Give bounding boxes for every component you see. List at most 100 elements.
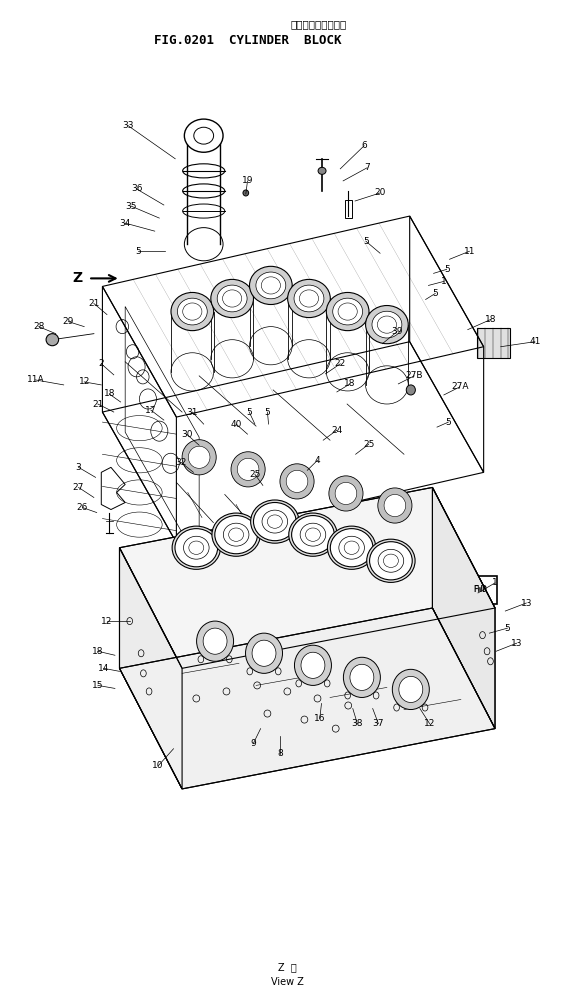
Ellipse shape [366,306,408,344]
Ellipse shape [378,487,412,523]
Polygon shape [119,548,182,789]
Ellipse shape [197,621,233,661]
Ellipse shape [203,628,227,654]
Ellipse shape [253,502,296,541]
Ellipse shape [175,529,217,567]
Ellipse shape [217,285,247,312]
Ellipse shape [215,516,257,554]
Text: 4: 4 [315,456,320,464]
Ellipse shape [343,657,380,697]
Ellipse shape [286,470,308,492]
Ellipse shape [178,298,207,325]
Ellipse shape [295,645,331,685]
Text: 22: 22 [335,360,346,368]
Text: FWD: FWD [473,586,487,594]
Ellipse shape [245,633,282,673]
Ellipse shape [327,526,376,569]
Text: 25: 25 [363,440,374,448]
Ellipse shape [231,452,265,486]
Text: 5: 5 [505,624,510,632]
Text: 18: 18 [485,316,496,324]
Ellipse shape [294,285,324,312]
Text: 40: 40 [230,420,242,428]
Text: 27: 27 [73,483,84,491]
Text: 5: 5 [363,237,369,245]
Text: 25: 25 [249,470,261,478]
Text: 5: 5 [246,408,252,416]
Text: Z: Z [72,271,83,285]
Ellipse shape [366,539,415,583]
Text: 38: 38 [352,720,363,728]
Text: 33: 33 [122,122,134,130]
Text: 41: 41 [529,338,541,346]
Text: 12: 12 [101,617,113,625]
Text: 34: 34 [119,219,131,227]
Text: 27A: 27A [451,383,468,391]
Ellipse shape [333,298,362,325]
Text: 32: 32 [175,458,187,466]
Text: 12: 12 [79,378,90,386]
Text: 8: 8 [277,750,283,758]
Text: FIG.0201  CYLINDER  BLOCK: FIG.0201 CYLINDER BLOCK [154,34,341,46]
Text: 26: 26 [77,504,88,512]
Ellipse shape [46,334,59,346]
Text: Z  矢: Z 矢 [278,962,296,972]
Ellipse shape [289,513,337,556]
Text: 20: 20 [374,189,386,197]
Ellipse shape [256,272,286,298]
Text: 36: 36 [131,185,142,193]
Text: 5: 5 [265,408,270,416]
Ellipse shape [172,526,220,569]
Ellipse shape [288,279,330,318]
Text: View Z: View Z [271,977,304,987]
Text: 9: 9 [250,740,256,748]
Text: 18: 18 [104,390,115,398]
Text: シリンダ　ブロック: シリンダ ブロック [291,20,347,29]
Ellipse shape [318,167,326,175]
Text: 17: 17 [145,406,156,414]
Ellipse shape [243,190,249,196]
Ellipse shape [330,529,373,567]
Text: 14: 14 [98,664,109,672]
Text: 11A: 11A [27,376,44,384]
Text: 16: 16 [314,715,325,723]
Text: 18: 18 [92,647,104,655]
Ellipse shape [252,640,276,666]
Text: 24: 24 [331,426,343,434]
Text: 7: 7 [364,164,370,172]
Ellipse shape [237,458,259,480]
Text: 1: 1 [492,579,498,587]
Polygon shape [119,487,495,668]
Text: 11: 11 [464,247,475,255]
Text: 27B: 27B [406,372,423,380]
Ellipse shape [372,312,402,338]
Text: 18: 18 [344,380,356,388]
Ellipse shape [249,266,292,305]
Text: 35: 35 [125,202,137,210]
Ellipse shape [350,664,374,690]
Text: 13: 13 [511,639,522,647]
Ellipse shape [327,292,369,331]
Text: 13: 13 [521,599,532,607]
Ellipse shape [301,652,325,678]
Ellipse shape [335,482,357,505]
Bar [345,200,352,218]
Ellipse shape [171,292,214,331]
Text: 21: 21 [92,400,104,408]
Ellipse shape [392,669,429,710]
Text: 30: 30 [181,430,192,438]
Polygon shape [432,487,495,729]
Polygon shape [119,608,495,789]
Ellipse shape [329,476,363,511]
Text: 5: 5 [135,247,141,255]
Text: 5: 5 [444,265,450,273]
Text: 5: 5 [446,418,451,426]
Ellipse shape [370,542,412,580]
Ellipse shape [212,513,260,556]
Text: 19: 19 [242,177,253,185]
Text: 1: 1 [441,277,447,285]
Text: 31: 31 [187,408,198,416]
Text: 21: 21 [88,299,100,308]
Text: 37: 37 [373,720,384,728]
Ellipse shape [384,494,406,517]
